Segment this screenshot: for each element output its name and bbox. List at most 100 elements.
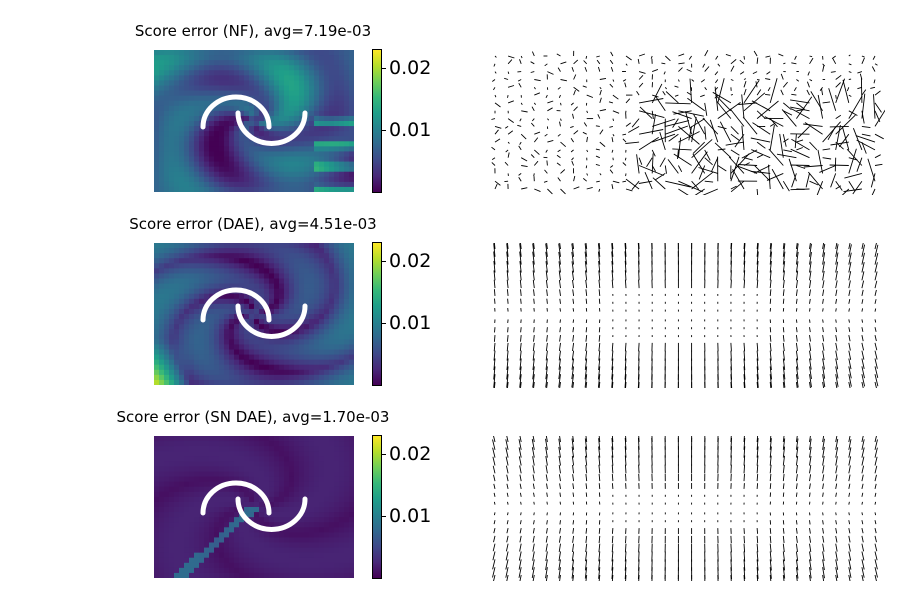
heatmap-cell <box>249 70 255 76</box>
heatmap-cell <box>239 451 245 457</box>
heatmap-cell <box>274 303 280 310</box>
heatmap-cell <box>344 522 350 528</box>
quiver-arrow <box>662 91 666 96</box>
heatmap-cell <box>294 441 300 447</box>
heatmap-cell <box>224 451 230 457</box>
heatmap-cell <box>214 253 220 259</box>
heatmap-cell <box>349 496 354 503</box>
quiver-arrow <box>795 289 798 296</box>
heatmap-cell <box>339 110 345 117</box>
quiver-arrow <box>704 50 709 57</box>
heatmap-cell <box>164 436 170 442</box>
quiver-arrow <box>790 148 810 159</box>
quiver-arrow <box>491 118 496 120</box>
heatmap-cell <box>179 50 185 56</box>
heatmap-cell <box>194 567 200 574</box>
heatmap-cell <box>339 248 345 254</box>
quiver-arrow <box>743 366 746 380</box>
quiver-arrow <box>782 446 786 458</box>
heatmap-cell <box>199 283 205 290</box>
quiver-arrow <box>599 77 607 80</box>
heatmap-cell <box>229 105 235 112</box>
heatmap-cell <box>214 446 220 452</box>
quiver-arrow <box>547 188 553 195</box>
quiver-arrow <box>531 447 535 458</box>
heatmap-cell <box>244 369 250 376</box>
heatmap-cell <box>244 364 250 371</box>
heatmap-cell <box>234 258 240 264</box>
quiver-arrow <box>783 110 793 116</box>
heatmap-cell <box>329 532 335 539</box>
heatmap-cell <box>199 471 205 478</box>
heatmap-cell <box>169 324 175 330</box>
quiver-arrow <box>532 528 535 534</box>
heatmap-cell <box>214 176 220 183</box>
heatmap-cell <box>259 486 265 493</box>
quiver-arrow <box>730 270 732 281</box>
heatmap-cell <box>159 156 165 163</box>
heatmap-cell <box>254 441 260 447</box>
heatmap-cell <box>229 369 235 376</box>
heatmap-cell <box>254 339 260 346</box>
quiver-arrow <box>795 261 799 273</box>
heatmap-cell <box>154 60 160 66</box>
heatmap-cell <box>174 303 180 310</box>
quiver-arrow <box>753 50 758 57</box>
heatmap-cell <box>154 572 160 578</box>
heatmap-cell <box>274 60 280 66</box>
heatmap-cell <box>209 572 215 578</box>
quiver-arrow <box>572 436 575 443</box>
heatmap-cell <box>269 248 275 254</box>
heatmap-cell <box>334 166 340 173</box>
heatmap-cell <box>154 146 160 153</box>
heatmap-cell <box>314 364 320 371</box>
heatmap-cell <box>349 110 354 117</box>
heatmap-cell <box>174 176 180 183</box>
heatmap-cell <box>199 273 205 280</box>
quiver-arrow <box>646 157 653 167</box>
quiver-arrow <box>769 335 772 342</box>
quiver-arrow <box>624 464 627 474</box>
heatmap-cell <box>229 507 235 513</box>
heatmap-cell <box>249 80 255 87</box>
heatmap-cell <box>194 293 200 300</box>
heatmap-cell <box>189 441 195 447</box>
heatmap-cell <box>204 517 210 523</box>
heatmap-cell <box>299 131 305 137</box>
heatmap-cell <box>304 537 310 544</box>
heatmap-cell <box>169 248 175 254</box>
heatmap-cell <box>249 441 255 447</box>
heatmap-cell <box>239 85 245 92</box>
heatmap-cell <box>349 253 354 259</box>
quiver-arrow <box>691 171 714 190</box>
heatmap-cell <box>349 70 354 76</box>
heatmap-cell <box>279 85 285 92</box>
heatmap-cell <box>194 324 200 330</box>
heatmap-cell <box>234 451 240 457</box>
heatmap-cell <box>294 181 300 188</box>
heatmap-cell <box>159 176 165 183</box>
heatmap-cell <box>294 471 300 478</box>
heatmap-cell <box>324 542 330 549</box>
heatmap-cell <box>269 171 275 178</box>
heatmap-cell <box>204 186 210 192</box>
heatmap-cell <box>294 319 300 325</box>
heatmap-cell <box>159 85 165 92</box>
heatmap-cell <box>229 359 235 366</box>
heatmap-cell <box>344 156 350 163</box>
quiver-arrow <box>644 172 653 190</box>
heatmap-cell <box>309 181 315 188</box>
heatmap-cell <box>299 369 305 376</box>
quiver-arrow <box>874 334 877 342</box>
heatmap-cell <box>154 176 160 183</box>
heatmap-cell <box>349 507 354 513</box>
quiver-arrow <box>665 180 691 188</box>
colorbar-tick <box>381 516 386 517</box>
heatmap-cell <box>204 293 210 300</box>
quiver-arrow <box>756 381 759 388</box>
heatmap-cell <box>199 557 205 564</box>
heatmap-cell <box>264 486 270 493</box>
heatmap-cell <box>204 324 210 330</box>
quiver-arrow <box>570 102 574 106</box>
heatmap-cell <box>319 319 325 325</box>
